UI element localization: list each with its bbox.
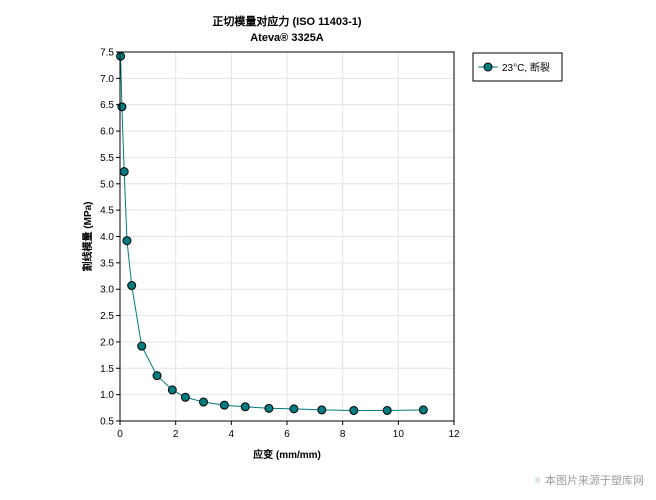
y-tick-label: 3.0 — [100, 285, 114, 296]
y-tick-label: 2.5 — [100, 311, 114, 322]
sparkle-icon: ✳ — [532, 474, 542, 487]
x-tick-label: 6 — [284, 429, 290, 440]
y-tick-label: 4.5 — [100, 206, 114, 217]
y-tick-label: 2.0 — [100, 337, 114, 348]
y-tick-label: 6.5 — [100, 100, 114, 111]
y-tick-label: 1.5 — [100, 364, 114, 375]
data-point — [418, 405, 428, 415]
x-tick-label: 2 — [173, 429, 179, 440]
data-point — [240, 402, 250, 412]
data-point — [349, 405, 359, 415]
data-point — [317, 405, 327, 415]
x-tick-label: 8 — [340, 429, 346, 440]
data-point — [119, 167, 129, 177]
x-tick-label: 0 — [117, 429, 123, 440]
legend-marker — [483, 62, 493, 72]
legend-label: 23°C, 断裂 — [502, 61, 550, 74]
grid — [119, 51, 455, 422]
data-point — [122, 236, 132, 246]
x-axis-label: 应变 (mm/mm) — [253, 448, 321, 461]
data-point — [127, 281, 137, 291]
data-point — [117, 102, 127, 112]
data-point — [180, 392, 190, 402]
series-line — [120, 56, 424, 411]
x-tick-label: 12 — [448, 429, 460, 440]
data-point — [382, 405, 392, 415]
y-tick-label: 7.0 — [100, 74, 114, 85]
y-tick-label: 3.5 — [100, 258, 114, 269]
series-layer — [116, 51, 428, 415]
y-tick-label: 6.0 — [100, 127, 114, 138]
chart-title: 正切模量对应力 (ISO 11403-1) — [212, 14, 361, 28]
watermark-text: 本图片来源于塑库网 — [545, 474, 644, 487]
chart-subtitle: Ateva® 3325A — [250, 32, 324, 44]
y-tick-label: 0.5 — [100, 417, 114, 428]
data-point — [137, 341, 147, 351]
legend: 23°C, 断裂 — [472, 52, 563, 82]
watermark: ✳ 本图片来源于塑库网 — [533, 472, 644, 488]
y-tick-label: 7.5 — [100, 48, 114, 59]
data-point — [152, 371, 162, 381]
data-point — [219, 400, 229, 410]
data-point — [264, 403, 274, 413]
x-tick-label: 4 — [229, 429, 235, 440]
y-tick-label: 5.5 — [100, 153, 114, 164]
y-axis-label: 割线模量 (MPa) — [81, 202, 94, 272]
axis-ticks: 0 2 4 6 8 10 12 0.5 1.0 1.5 2.0 2.5 3.0 3.5 4.0 4.5 5.0 5… — [100, 48, 460, 441]
y-tick-label: 5.0 — [100, 179, 114, 190]
data-point — [167, 385, 177, 395]
y-tick-label: 1.0 — [100, 390, 114, 401]
data-point — [289, 404, 299, 414]
data-point — [199, 397, 208, 407]
y-tick-label: 4.0 — [100, 232, 114, 243]
data-point — [116, 51, 126, 61]
x-tick-label: 10 — [393, 429, 405, 440]
